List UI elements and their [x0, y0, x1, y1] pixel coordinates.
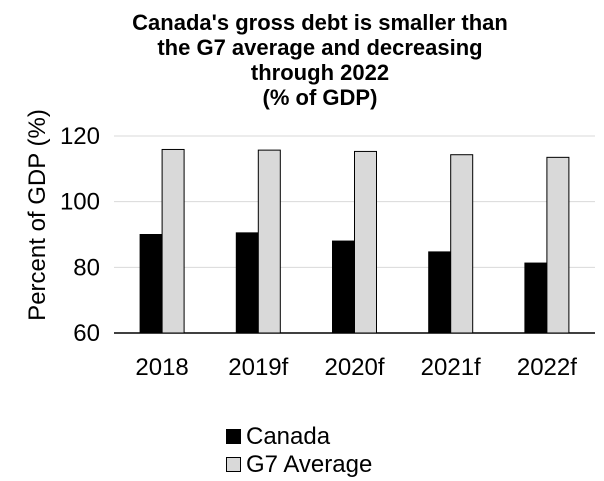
x-tick-label: 2018: [135, 354, 188, 381]
bar-g7-average-2018: [161, 148, 185, 334]
bar-g7-average-2020f: [354, 150, 377, 334]
y-tick-label: 120: [60, 123, 100, 150]
y-tick-labels: 60 80 100 120: [60, 123, 100, 347]
bar-canada-2020f: [332, 240, 355, 334]
x-tick-label: 2022f: [517, 354, 577, 381]
bar-g7-average-2019f: [257, 149, 281, 334]
x-tick-label: 2020f: [324, 354, 384, 381]
legend-label-g7: G7 Average: [246, 450, 373, 478]
bar-canada-2021f: [428, 251, 452, 334]
bar-canada-2019f: [235, 232, 259, 334]
x-tick-labels: 2018 2019f 2020f 2021f 2022f: [135, 354, 577, 381]
legend-item-canada: Canada: [226, 422, 372, 450]
bar-canada-2022f: [524, 262, 548, 334]
legend-swatch-canada: [226, 428, 241, 444]
legend: Canada G7 Average: [226, 422, 372, 478]
chart-title: Canada's gross debt is smaller than the …: [40, 10, 600, 110]
x-tick-label: 2019f: [228, 354, 288, 381]
title-line-1: Canada's gross debt is smaller than: [132, 10, 508, 35]
legend-swatch-g7: [226, 456, 241, 472]
bar-canada-2018: [139, 234, 163, 334]
title-line-3: through 2022: [250, 60, 390, 85]
y-tick-label: 100: [60, 189, 100, 216]
x-tick-label: 2021f: [421, 354, 481, 381]
y-tick-label: 80: [73, 254, 100, 281]
y-axis-label: Percent of GDP (%): [24, 109, 51, 321]
legend-label-canada: Canada: [246, 422, 331, 450]
title-line-4: (% of GDP): [262, 85, 378, 110]
title-line-2: the G7 average and decreasing: [157, 35, 483, 60]
bar-g7-average-2021f: [450, 154, 474, 334]
y-tick-label: 60: [73, 320, 100, 347]
bars: [139, 148, 570, 334]
bar-g7-average-2022f: [546, 156, 570, 334]
legend-item-g7: G7 Average: [226, 450, 372, 478]
